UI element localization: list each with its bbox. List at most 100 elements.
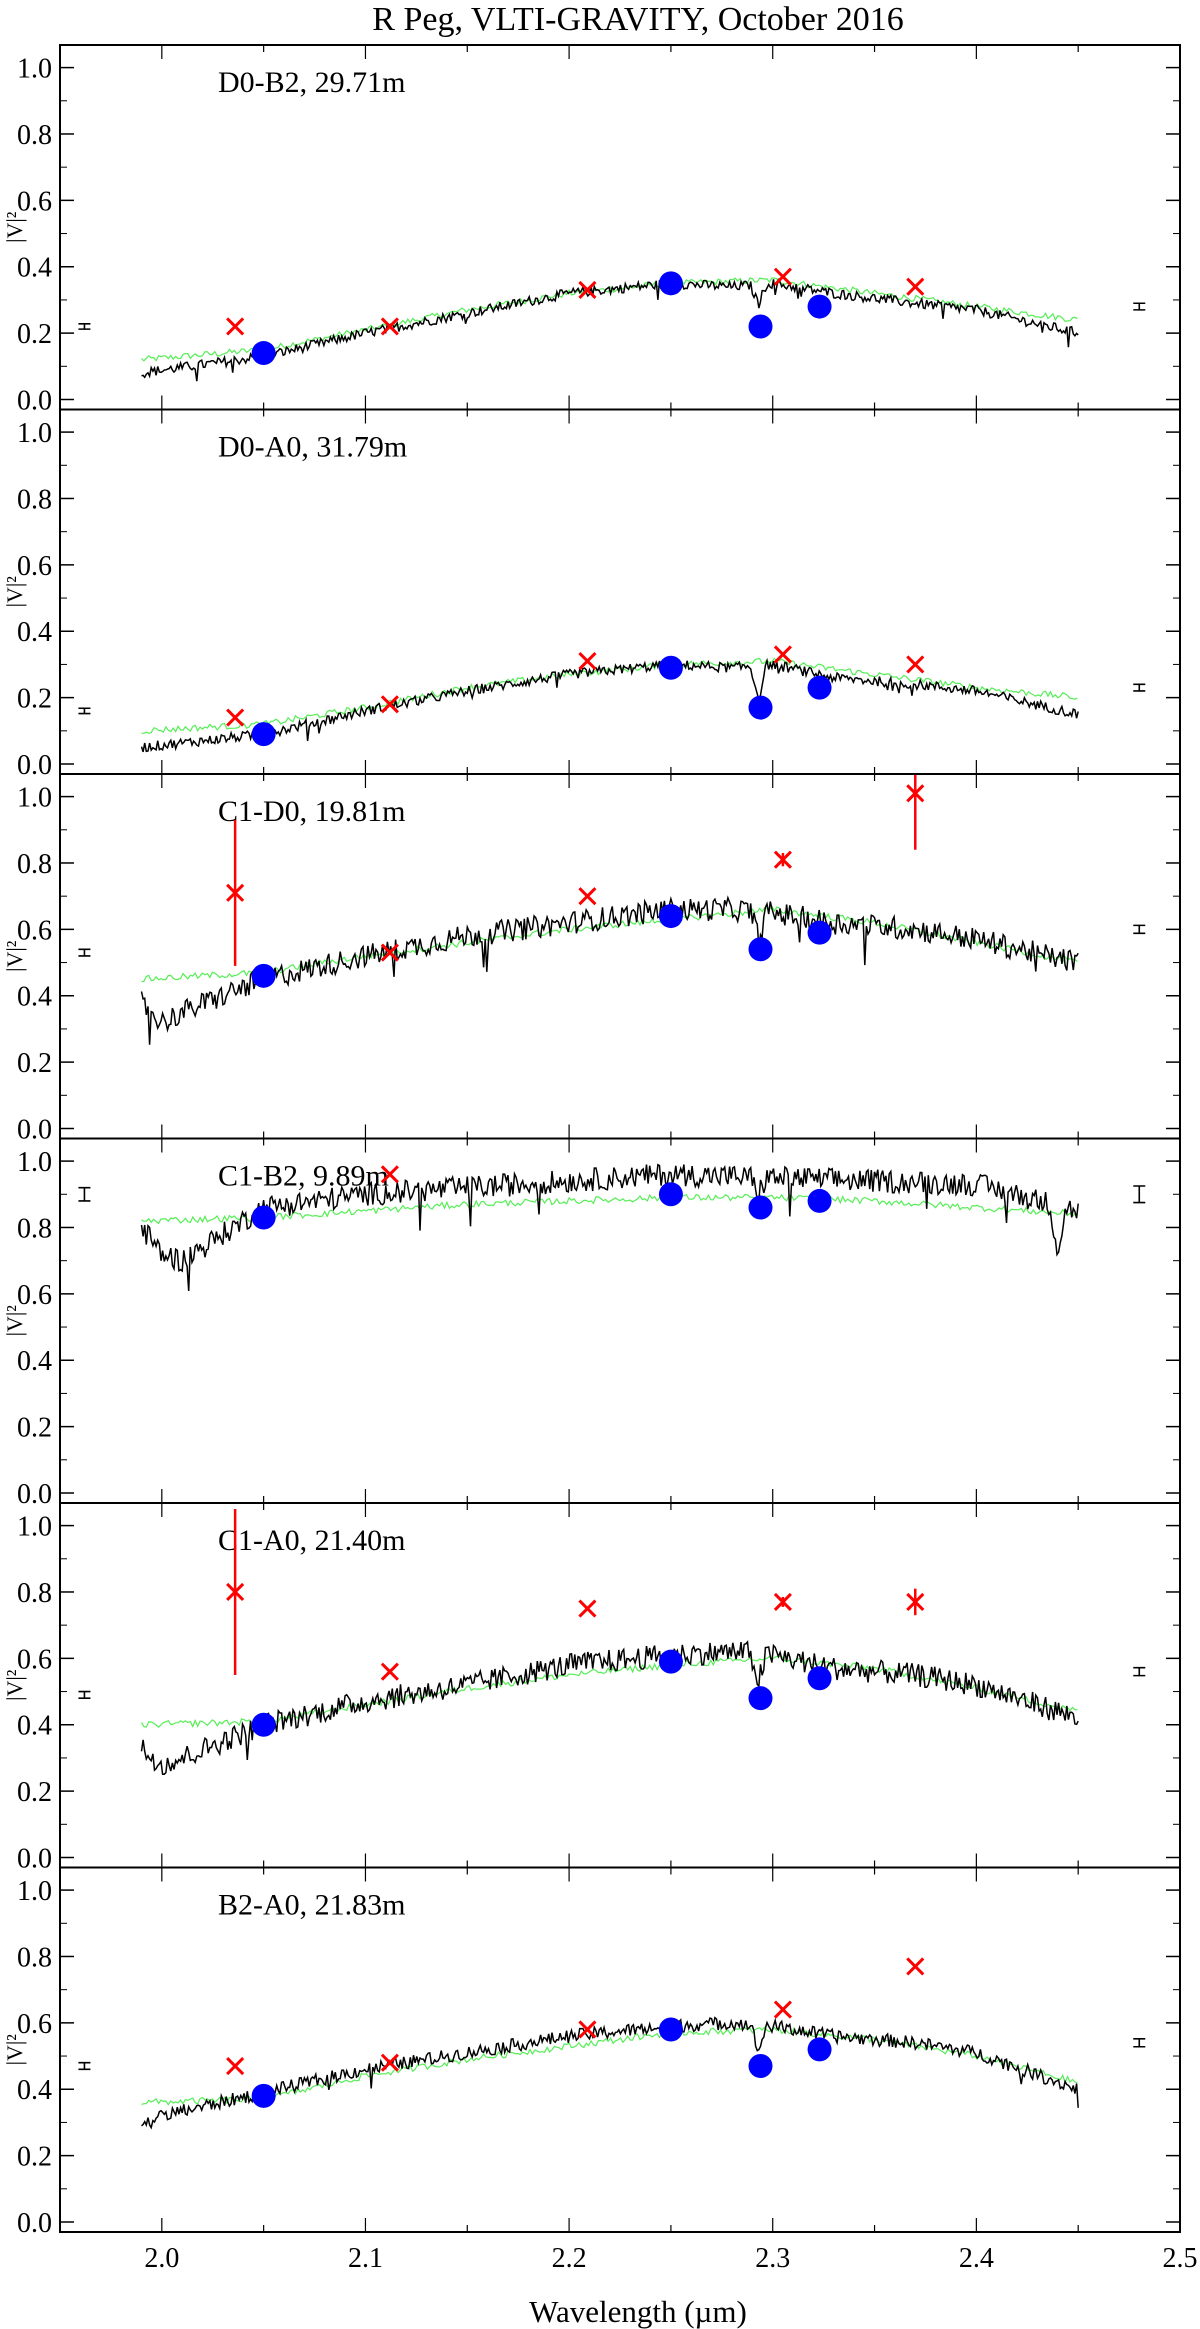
measurement-cross bbox=[380, 2053, 399, 2072]
model-point bbox=[251, 1712, 276, 1737]
measurement-cross bbox=[578, 1599, 597, 1618]
y-tick-label: 1.0 bbox=[17, 1876, 52, 1907]
y-tick-label: 0.4 bbox=[17, 1346, 52, 1377]
right-error-bar bbox=[1133, 924, 1146, 935]
y-tick-label: 0.4 bbox=[17, 2075, 52, 2106]
measurement-cross bbox=[380, 1662, 399, 1681]
y-tick-label: 1.0 bbox=[17, 54, 52, 85]
model-point bbox=[251, 722, 276, 747]
panel-label: C1-B2, 9.89m bbox=[218, 1160, 389, 1193]
left-error-bar bbox=[78, 1690, 91, 1699]
x-tick-label: 2.3 bbox=[755, 2243, 790, 2274]
model-point bbox=[748, 1686, 773, 1711]
y-tick-label: 0.0 bbox=[17, 750, 52, 781]
y-tick-label: 1.0 bbox=[17, 1147, 52, 1178]
y-tick-label: 0.6 bbox=[17, 2009, 52, 2040]
panels-group: 0.0 0.2 0.4 0.6 0.8 1.0 |V|² D0-B2, 29.71m 0.0 0.… bbox=[2, 44, 1181, 2239]
panel-label: D0-A0, 31.79m bbox=[218, 431, 407, 464]
y-axis-label: |V|² bbox=[2, 1669, 27, 1701]
right-error-bar bbox=[1133, 1666, 1146, 1677]
observed-spectrum-line bbox=[140, 1163, 1079, 1292]
measurement-cross bbox=[773, 645, 792, 664]
panel-2: 0.0 0.2 0.4 0.6 0.8 1.0 |V|² D0-A0, 31.79m bbox=[2, 408, 1181, 781]
left-error-bar bbox=[78, 2061, 91, 2071]
model-point bbox=[251, 963, 276, 988]
right-error-bar bbox=[1133, 1185, 1146, 1204]
y-tick-label: 0.8 bbox=[17, 484, 52, 515]
y-tick-label: 0.0 bbox=[17, 2208, 52, 2239]
measurement-cross bbox=[380, 695, 399, 714]
y-axis-label: |V|² bbox=[2, 2034, 27, 2066]
model-spectrum-line bbox=[141, 2026, 1078, 2106]
panel-frame bbox=[59, 773, 1181, 1140]
measurement-cross bbox=[578, 2020, 597, 2039]
y-tick-label: 0.8 bbox=[17, 1578, 52, 1609]
right-error-bar bbox=[1133, 302, 1146, 311]
y-tick-label: 1.0 bbox=[17, 1512, 52, 1543]
model-point bbox=[807, 675, 832, 700]
figure-title: R Peg, VLTI-GRAVITY, October 2016 bbox=[372, 1, 903, 38]
measurement-cross bbox=[578, 652, 597, 671]
left-error-bar bbox=[78, 707, 91, 715]
panel-label: B2-A0, 21.83m bbox=[218, 1889, 406, 1922]
panel-4: 0.0 0.2 0.4 0.6 0.8 1.0 |V|² C1-B2, 9.89m bbox=[2, 1137, 1181, 1510]
measurement-cross bbox=[773, 2000, 792, 2019]
y-tick-label: 0.0 bbox=[17, 386, 52, 417]
x-tick-label: 2.5 bbox=[1163, 2243, 1198, 2274]
model-point bbox=[658, 1182, 683, 1207]
panel-label: C1-D0, 19.81m bbox=[218, 795, 406, 828]
y-tick-label: 0.6 bbox=[17, 1280, 52, 1311]
panel-frame bbox=[59, 1866, 1181, 2233]
y-axis-label: |V|² bbox=[2, 1305, 27, 1337]
y-tick-label: 0.6 bbox=[17, 1644, 52, 1675]
x-tick-label: 2.0 bbox=[144, 2243, 179, 2274]
y-tick-label: 1.0 bbox=[17, 783, 52, 814]
model-point bbox=[658, 655, 683, 680]
panel-1: 0.0 0.2 0.4 0.6 0.8 1.0 |V|² D0-B2, 29.71m bbox=[2, 44, 1181, 417]
model-point bbox=[807, 294, 832, 319]
y-axis-label: |V|² bbox=[2, 576, 27, 608]
x-tick-label: 2.4 bbox=[959, 2243, 994, 2274]
x-tick-label: 2.2 bbox=[552, 2243, 587, 2274]
y-tick-label: 0.0 bbox=[17, 1844, 52, 1875]
panel-5: 0.0 0.2 0.4 0.6 0.8 1.0 |V|² C1-A0, 21.40m bbox=[2, 1502, 1181, 1875]
y-tick-label: 0.2 bbox=[17, 319, 52, 350]
measurement-cross bbox=[906, 277, 925, 296]
measurement-cross bbox=[906, 784, 925, 803]
model-point bbox=[658, 904, 683, 929]
y-tick-label: 1.0 bbox=[17, 418, 52, 449]
y-tick-label: 0.2 bbox=[17, 1413, 52, 1444]
model-point bbox=[748, 937, 773, 962]
measurement-cross bbox=[226, 883, 245, 902]
panel-6: 0.0 0.2 0.4 0.6 0.8 1.0 |V|² B2-A0, 21.83m bbox=[2, 1866, 1181, 2239]
model-point bbox=[251, 341, 276, 366]
x-tick-label: 2.1 bbox=[348, 2243, 383, 2274]
panel-frame bbox=[59, 44, 1181, 411]
y-axis-label: |V|² bbox=[2, 211, 27, 243]
observed-spectrum-line bbox=[140, 657, 1079, 753]
measurement-cross bbox=[226, 2056, 245, 2076]
y-tick-label: 0.6 bbox=[17, 915, 52, 946]
panel-3: 0.0 0.2 0.4 0.6 0.8 1.0 |V|² C1-D0, 19.81m bbox=[2, 773, 1181, 1146]
y-tick-label: 0.6 bbox=[17, 186, 52, 217]
model-point bbox=[251, 2083, 276, 2108]
observed-spectrum-line bbox=[140, 1640, 1079, 1775]
y-tick-label: 0.8 bbox=[17, 849, 52, 880]
y-tick-label: 0.0 bbox=[17, 1479, 52, 1510]
measurement-cross bbox=[380, 943, 399, 962]
panel-label: D0-B2, 29.71m bbox=[218, 66, 406, 99]
panel-label: C1-A0, 21.40m bbox=[218, 1524, 406, 1557]
model-point bbox=[807, 1666, 832, 1691]
measurement-cross bbox=[578, 280, 597, 300]
measurement-cross bbox=[773, 1592, 792, 1611]
y-tick-label: 0.0 bbox=[17, 1115, 52, 1146]
model-point bbox=[658, 1649, 683, 1674]
y-tick-label: 0.2 bbox=[17, 2142, 52, 2173]
right-error-bar bbox=[1133, 2037, 1146, 2048]
panel-frame bbox=[59, 1502, 1181, 1869]
left-error-bar bbox=[78, 948, 91, 957]
model-point bbox=[251, 1205, 276, 1230]
measurement-cross bbox=[906, 1592, 925, 1611]
y-tick-label: 0.4 bbox=[17, 617, 52, 648]
